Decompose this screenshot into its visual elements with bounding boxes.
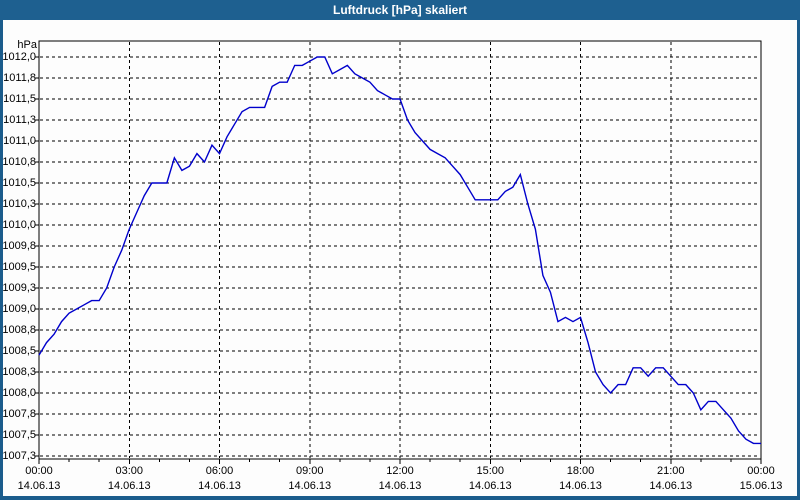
x-axis-tick-label-date: 14.06.13 xyxy=(378,480,422,492)
y-axis-tick-label: 1010,8 xyxy=(2,156,36,168)
y-axis-tick-label: 1008,8 xyxy=(2,324,36,336)
pressure-line xyxy=(38,56,761,445)
x-axis-tick-label-time: 00:00 xyxy=(25,465,53,477)
y-axis-tick-label: 1009,3 xyxy=(2,282,36,294)
x-axis-tick-label-time: 18:00 xyxy=(566,465,595,477)
y-axis-tick-label: 1009,5 xyxy=(2,261,36,273)
x-axis-tick-label-time: 09:00 xyxy=(295,465,324,477)
x-axis-tick-label-time: 06:00 xyxy=(205,465,234,477)
x-axis-tick-label-time: 03:00 xyxy=(115,465,144,477)
y-axis-tick-label: 1010,3 xyxy=(2,198,36,210)
y-axis-tick-label: 1007,3 xyxy=(2,450,36,462)
y-axis-tick-label: 1007,8 xyxy=(2,408,36,420)
y-axis-tick-label: 1008,5 xyxy=(2,345,36,357)
y-axis-tick-label: 1010,0 xyxy=(2,219,36,231)
x-axis-tick-label-time: 21:00 xyxy=(656,465,685,477)
x-axis-tick-label-time: 15:00 xyxy=(476,465,505,477)
y-axis-tick-label: 1011,5 xyxy=(3,93,36,105)
x-axis-tick-label-date: 14.06.13 xyxy=(649,480,693,492)
window-title: Luftdruck [hPa] skaliert xyxy=(332,3,468,17)
x-axis-tick-label-date: 14.06.13 xyxy=(288,480,332,492)
x-axis-tick-label-date: 14.06.13 xyxy=(468,480,512,492)
y-axis-tick-label: 1007,5 xyxy=(2,429,36,441)
y-axis-tick-label: 1011,0 xyxy=(3,135,36,147)
y-axis-tick-label: 1011,8 xyxy=(3,72,36,84)
y-axis-tick-label: 1009,0 xyxy=(2,303,36,315)
x-axis-tick-label-date: 14.06.13 xyxy=(198,480,241,492)
x-axis-tick-label-date: 14.06.13 xyxy=(107,480,151,492)
x-axis-tick-label-date: 14.06.13 xyxy=(559,480,602,492)
x-axis-tick-label-date: 14.06.13 xyxy=(17,480,61,492)
y-axis-tick-label: 1012,0 xyxy=(2,51,36,63)
y-axis-tick-label: 1008,3 xyxy=(2,366,36,378)
x-axis-tick-label-time: 12:00 xyxy=(386,465,414,477)
y-axis-unit-label: hPa xyxy=(17,39,37,51)
x-axis-tick-label-time: 00:00 xyxy=(747,465,775,477)
y-axis-tick-label: 1011,3 xyxy=(3,114,36,126)
y-axis-tick-label: 1009,8 xyxy=(2,240,36,252)
window-title-bar[interactable]: Luftdruck [hPa] skaliert xyxy=(0,0,800,20)
y-axis-tick-label: 1010,5 xyxy=(2,177,36,189)
x-axis-tick-label-date: 15.06.13 xyxy=(739,480,783,492)
y-axis-tick-label: 1008,0 xyxy=(2,387,36,399)
